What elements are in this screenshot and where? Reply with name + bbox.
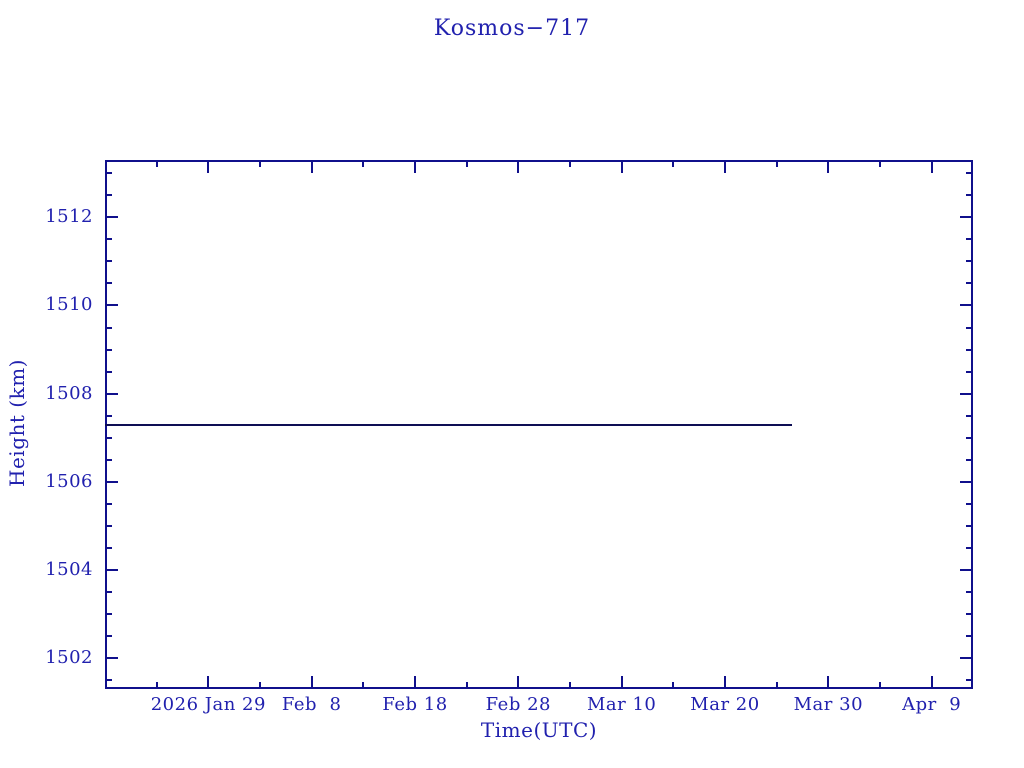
x-minor-tick	[155, 682, 158, 689]
y-minor-tick-right	[966, 502, 973, 505]
y-major-tick	[105, 657, 118, 660]
y-minor-tick	[105, 260, 112, 263]
x-minor-tick	[775, 682, 778, 689]
x-major-tick-top	[310, 160, 313, 173]
x-minor-tick-top	[569, 160, 571, 167]
x-axis-title: Time(UTC)	[480, 718, 598, 742]
x-major-tick	[207, 676, 210, 689]
y-minor-tick	[105, 546, 112, 549]
y-axis-title: Height (km)	[5, 359, 29, 487]
y-minor-tick	[105, 348, 112, 351]
x-major-tick-top	[827, 160, 830, 173]
x-tick-label: Mar 10	[586, 694, 657, 715]
x-major-tick	[620, 676, 623, 689]
y-minor-tick	[105, 194, 112, 197]
x-major-tick	[517, 676, 520, 689]
y-minor-tick-right	[966, 172, 973, 175]
y-tick-label: 1504	[45, 558, 93, 580]
y-minor-tick-right	[966, 524, 973, 527]
x-tick-label: Mar 30	[793, 694, 864, 715]
x-minor-tick	[362, 682, 365, 689]
x-tick-label: 2026 Jan 29	[150, 694, 266, 715]
y-major-tick-right	[960, 480, 973, 483]
y-minor-tick	[105, 524, 112, 527]
x-major-tick-top	[414, 160, 416, 173]
y-minor-tick-right	[966, 194, 973, 197]
y-minor-tick-right	[966, 436, 973, 439]
x-major-tick	[310, 676, 313, 689]
x-major-tick-top	[620, 160, 623, 173]
y-minor-tick	[105, 502, 112, 505]
x-major-tick	[414, 676, 416, 689]
x-minor-tick	[879, 682, 881, 689]
x-major-tick-top	[517, 160, 520, 173]
x-tick-label: Feb 8	[281, 694, 342, 715]
x-minor-tick-top	[775, 160, 778, 167]
y-minor-tick-right	[966, 414, 973, 417]
y-major-tick	[105, 568, 118, 571]
y-minor-tick-right	[966, 370, 973, 373]
y-minor-tick	[105, 370, 112, 373]
y-minor-tick-right	[966, 635, 973, 638]
x-minor-tick	[569, 682, 571, 689]
y-minor-tick	[105, 172, 112, 175]
chart-title: Kosmos−717	[433, 16, 591, 41]
y-tick-label: 1502	[45, 647, 93, 669]
data-series-segment	[105, 423, 793, 426]
y-major-tick-right	[960, 657, 973, 660]
y-minor-tick	[105, 326, 112, 329]
y-minor-tick	[105, 679, 112, 682]
x-minor-tick	[259, 682, 261, 689]
y-minor-tick	[105, 238, 112, 241]
y-major-tick	[105, 480, 118, 483]
y-minor-tick	[105, 436, 112, 439]
y-minor-tick-right	[966, 326, 973, 329]
y-major-tick	[105, 216, 118, 219]
x-minor-tick-top	[465, 160, 468, 167]
y-minor-tick-right	[966, 546, 973, 549]
y-minor-tick-right	[966, 679, 973, 682]
y-major-tick	[105, 304, 118, 307]
y-minor-tick-right	[966, 348, 973, 351]
x-tick-label: Feb 28	[485, 694, 551, 715]
y-minor-tick-right	[966, 238, 973, 241]
y-minor-tick	[105, 414, 112, 417]
x-major-tick-top	[724, 160, 726, 173]
x-minor-tick-top	[879, 160, 881, 167]
x-minor-tick	[465, 682, 468, 689]
x-minor-tick-top	[672, 160, 675, 167]
y-major-tick-right	[960, 216, 973, 219]
y-major-tick-right	[960, 392, 973, 395]
y-minor-tick	[105, 613, 112, 616]
y-minor-tick	[105, 282, 112, 285]
x-tick-label: Mar 20	[690, 694, 760, 715]
y-minor-tick-right	[966, 591, 973, 594]
y-major-tick	[105, 392, 118, 395]
y-minor-tick	[105, 591, 112, 594]
y-minor-tick	[105, 635, 112, 638]
x-major-tick	[827, 676, 830, 689]
x-tick-label: Feb 18	[382, 694, 448, 715]
x-major-tick-top	[207, 160, 210, 173]
x-major-tick-top	[930, 160, 933, 173]
y-tick-label: 1508	[45, 382, 93, 404]
x-minor-tick-top	[259, 160, 261, 167]
x-minor-tick-top	[362, 160, 365, 167]
x-tick-label: Apr 9	[902, 694, 962, 715]
y-minor-tick-right	[966, 613, 973, 616]
y-minor-tick-right	[966, 260, 973, 263]
y-minor-tick-right	[966, 458, 973, 461]
y-major-tick-right	[960, 568, 973, 571]
y-tick-label: 1510	[45, 294, 93, 316]
y-minor-tick	[105, 458, 112, 461]
y-major-tick-right	[960, 304, 973, 307]
x-minor-tick	[672, 682, 675, 689]
y-minor-tick-right	[966, 282, 973, 285]
x-major-tick	[724, 676, 726, 689]
y-tick-label: 1506	[45, 470, 93, 492]
y-tick-label: 1512	[45, 206, 93, 228]
x-minor-tick-top	[155, 160, 158, 167]
x-major-tick	[930, 676, 933, 689]
